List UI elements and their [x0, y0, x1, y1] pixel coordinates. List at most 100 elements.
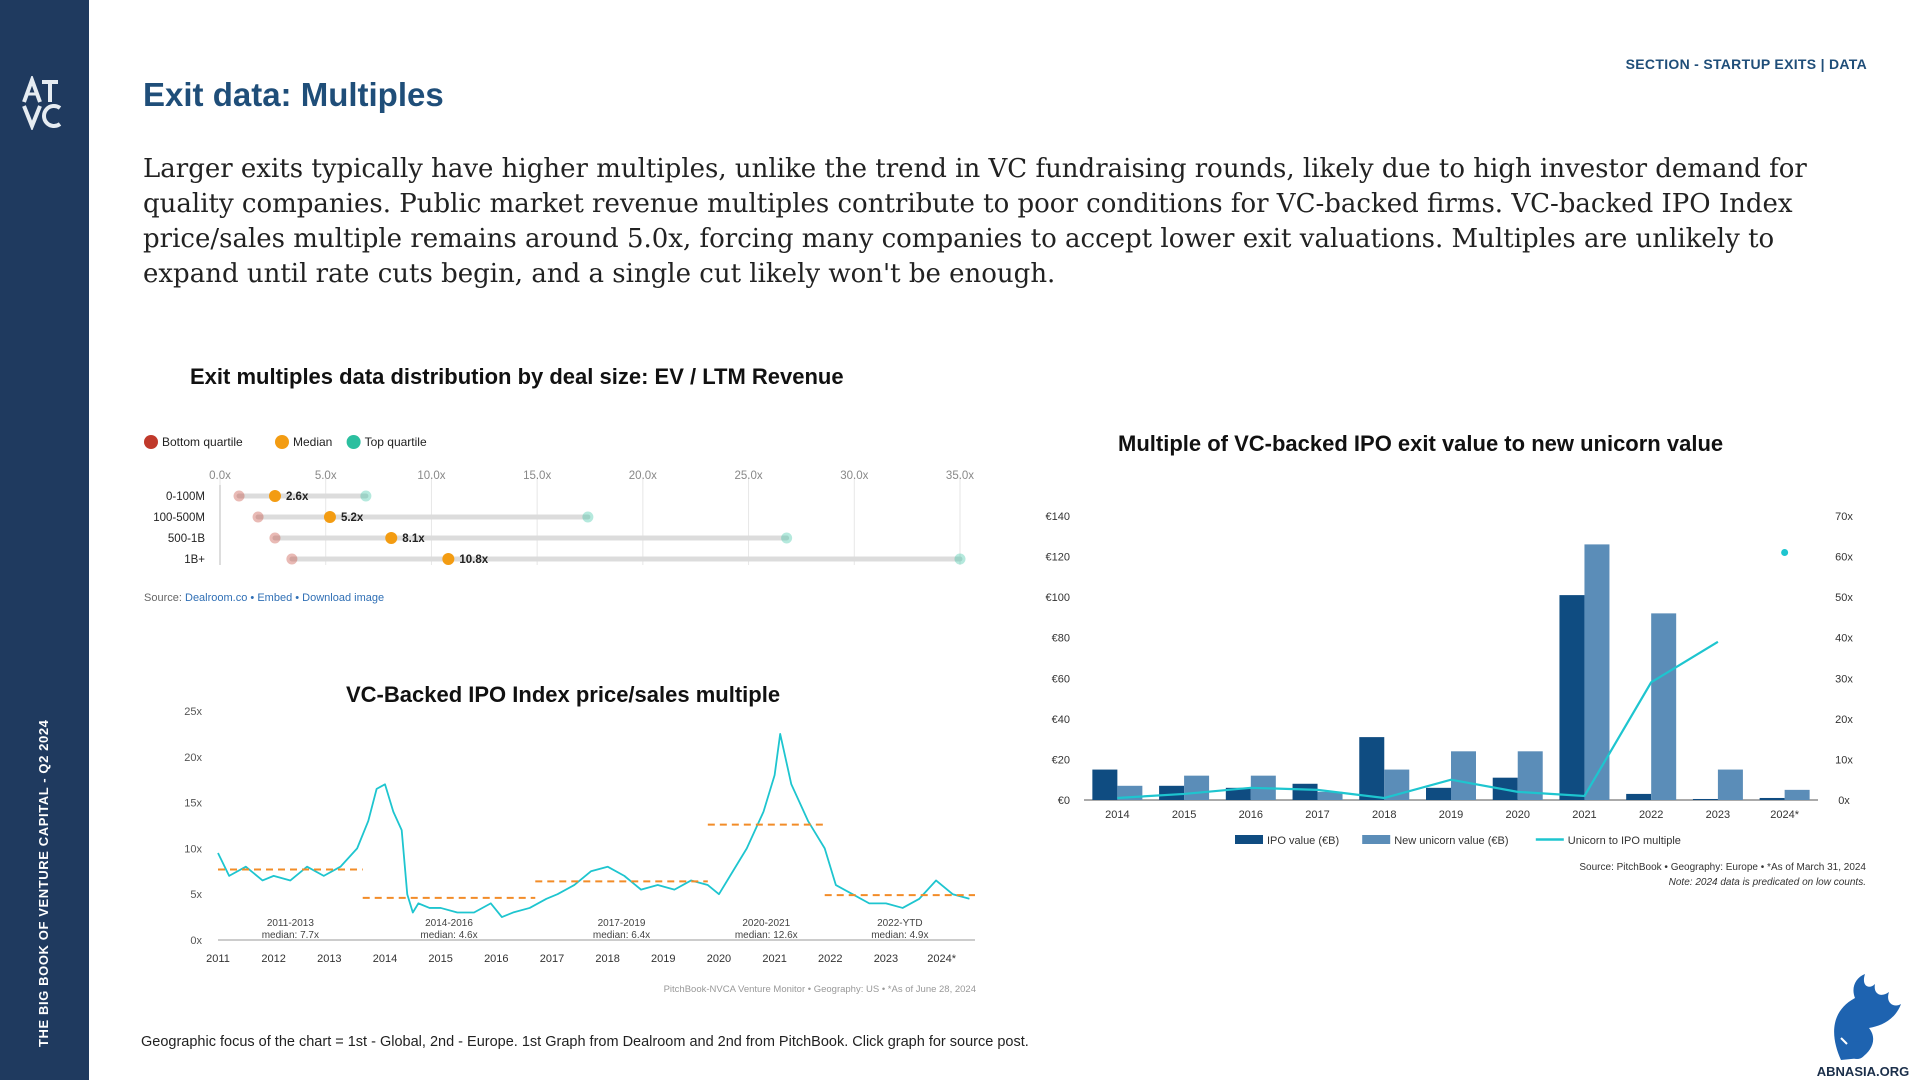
x-tick-label: 2022 — [1639, 809, 1663, 821]
ipo-index-source: PitchBook-NVCA Venture Monitor • Geograp… — [664, 984, 976, 995]
x-tick-label: 35.0x — [946, 470, 974, 482]
x-tick-label: 5.0x — [315, 470, 337, 482]
y-right-tick: 70x — [1835, 511, 1853, 523]
x-tick-label: 2024* — [1770, 809, 1799, 821]
ipo-index-chart-title: VC-Backed IPO Index price/sales multiple — [346, 682, 781, 707]
median-value-label: median: 12.6x — [735, 930, 798, 941]
sidebar-vertical-title: THE BIG BOOK OF VENTURE CAPITAL - Q2 202… — [36, 719, 51, 1048]
median-period-label: 2017-2019 — [598, 918, 646, 929]
page-title: Exit data: Multiples — [143, 76, 444, 113]
top-quartile-dot — [360, 490, 372, 502]
dealroom-chart-title: Exit multiples data distribution by deal… — [190, 364, 844, 389]
x-tick-label: 2021 — [762, 953, 786, 965]
ipo-index-chart[interactable]: 0x 5x 10x 15x 20x 25x 2011 2012 2013 2014 2015 2016… — [160, 700, 990, 1000]
ipo-value-bar — [1426, 787, 1451, 800]
section-label: SECTION - STARTUP EXITS | DATA — [1625, 56, 1867, 72]
unicorn-chart-title: Multiple of VC-backed IPO exit value to … — [1118, 431, 1724, 456]
median-period-label: 2011-2013 — [267, 918, 315, 929]
x-tick-label: 2016 — [484, 953, 508, 965]
legend-label: Unicorn to IPO multiple — [1568, 835, 1681, 847]
row-label: 100-500M — [153, 512, 205, 524]
y-left-tick: €120 — [1046, 552, 1070, 564]
x-tick-label: 25.0x — [735, 470, 763, 482]
legend-dot-0 — [144, 435, 158, 449]
x-tick-label: 2012 — [261, 953, 285, 965]
x-tick-label: 2020 — [707, 953, 731, 965]
median-period-label: 2020-2021 — [742, 918, 790, 929]
unicorn-value-bar — [1717, 769, 1743, 800]
y-left-tick: €140 — [1046, 511, 1070, 523]
median-value-label: median: 7.7x — [262, 930, 319, 941]
median-period-label: 2014-2016 — [425, 918, 473, 929]
dealroom-link[interactable]: Dealroom.co — [185, 592, 247, 604]
legend-swatch-1 — [1362, 835, 1391, 844]
bottom-quartile-dot — [233, 490, 245, 502]
row-label: 1B+ — [184, 554, 205, 566]
legend-dot-1 — [275, 435, 289, 449]
bottom-quartile-dot — [286, 553, 298, 565]
bottom-quartile-dot — [252, 511, 264, 523]
x-tick-label: 2022 — [818, 953, 842, 965]
legend-label: New unicorn value (€B) — [1394, 835, 1508, 847]
median-dot — [385, 532, 398, 544]
x-tick-label: 2024* — [927, 953, 956, 965]
ipo-value-bar — [1559, 595, 1585, 800]
x-tick-label: 2023 — [874, 953, 898, 965]
x-tick-label: 2016 — [1239, 809, 1263, 821]
row-label: 500-1B — [168, 533, 205, 545]
unicorn-value-bar — [1784, 789, 1810, 800]
ipo-value-bar — [1092, 769, 1118, 800]
unicorn-value-bar — [1584, 544, 1610, 800]
median-value-label: median: 4.9x — [871, 930, 928, 941]
abnasia-logo-icon: ABNASIA.ORG — [1817, 974, 1909, 1079]
legend-swatch-0 — [1235, 835, 1263, 844]
x-tick-label: 10.0x — [417, 470, 445, 482]
ipo-to-unicorn-chart[interactable]: €0 €20 €40 €60 €80 €100 €120 €140 0x 10x 20x 30x 40x… — [1030, 500, 1875, 895]
ipo-value-bar — [1359, 737, 1385, 800]
embed-link[interactable]: Embed — [257, 592, 292, 604]
y-tick-label: 25x — [184, 706, 202, 718]
unicorn-value-bar — [1451, 751, 1476, 800]
top-quartile-dot — [781, 532, 793, 544]
dealroom-exit-multiples-chart[interactable]: Bottom quartile Median Top quartile 0.0x 5.… — [135, 425, 980, 615]
y-left-tick: €100 — [1046, 592, 1070, 604]
median-label: 2.6x — [286, 491, 309, 503]
median-dot — [442, 553, 455, 565]
median-label: 10.8x — [459, 554, 488, 566]
x-tick-label: 2017 — [540, 953, 564, 965]
x-tick-label: 2018 — [1372, 809, 1396, 821]
source-label: Source: — [144, 592, 182, 604]
x-tick-label: 2015 — [428, 953, 452, 965]
median-label: 5.2x — [341, 512, 364, 524]
ipo-value-bar — [1692, 798, 1718, 800]
legend-label: IPO value (€B) — [1267, 835, 1339, 847]
footnote: Geographic focus of the chart = 1st - Gl… — [141, 1034, 1029, 1050]
ipo-value-bar — [1626, 793, 1652, 800]
unicorn-chart-note: Note: 2024 data is predicated on low cou… — [1669, 877, 1866, 888]
top-quartile-dot — [582, 511, 594, 523]
y-right-tick: 10x — [1835, 754, 1853, 766]
x-tick-label: 2023 — [1706, 809, 1730, 821]
unicorn-value-bar — [1184, 775, 1210, 800]
body-paragraph: Larger exits typically have higher multi… — [143, 154, 1807, 289]
price-sales-line — [217, 733, 970, 918]
legend-dot-2 — [346, 435, 361, 449]
x-tick-label: 20.0x — [629, 470, 657, 482]
legend-label: Median — [293, 435, 332, 449]
y-left-tick: €40 — [1052, 714, 1070, 726]
download-image-link[interactable]: Download image — [302, 592, 384, 604]
legend-label: Bottom quartile — [162, 435, 243, 449]
x-tick-label: 30.0x — [840, 470, 868, 482]
median-dot — [323, 511, 336, 523]
x-tick-label: 0.0x — [209, 470, 231, 482]
x-tick-label: 15.0x — [523, 470, 551, 482]
x-tick-label: 2011 — [206, 953, 230, 965]
legend-label: Top quartile — [365, 435, 427, 449]
y-left-tick: €0 — [1058, 795, 1070, 807]
ipo-value-bar — [1759, 797, 1785, 800]
y-tick-label: 15x — [184, 798, 202, 810]
ipo-value-bar — [1225, 787, 1251, 800]
bottom-quartile-dot — [269, 532, 281, 544]
unicorn-chart-source: Source: PitchBook • Geography: Europe • … — [1579, 862, 1866, 873]
y-right-tick: 60x — [1835, 552, 1853, 564]
